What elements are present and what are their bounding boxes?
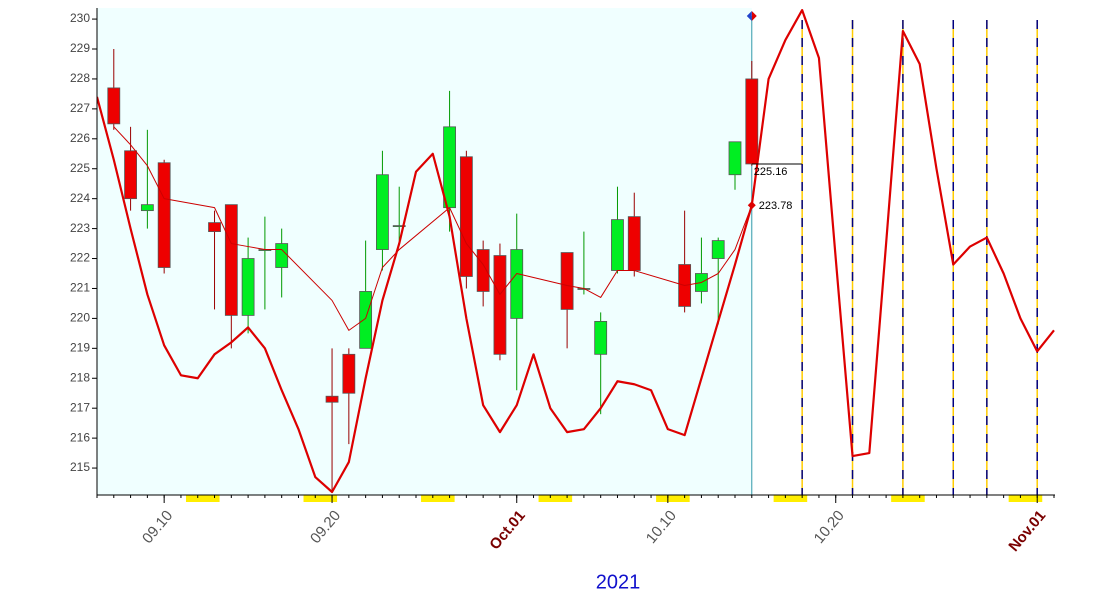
weekend-marker [538, 495, 573, 502]
y-tick-label: 226 [70, 131, 90, 145]
x-tick-label: Nov.01 [1005, 507, 1049, 555]
x-tick-label: 09.20 [307, 507, 344, 547]
y-tick-label: 220 [70, 311, 90, 325]
y-tick-label: 219 [70, 341, 90, 355]
weekend-marker [421, 495, 455, 502]
y-tick-label: 227 [70, 101, 90, 115]
candle-body [560, 252, 574, 310]
candle-body [728, 141, 742, 176]
candle-body [493, 255, 507, 355]
candle-body [325, 395, 339, 403]
weekend-marker [1008, 495, 1043, 502]
background [97, 8, 1043, 502]
y-tick-label: 223 [70, 221, 90, 235]
plot-area [97, 8, 1055, 495]
y-tick-label: 229 [70, 41, 90, 55]
candle-body [392, 225, 406, 228]
candle-body [208, 222, 221, 232]
y-tick-label: 222 [70, 251, 90, 265]
weekend-marker [773, 495, 808, 502]
candle-body [359, 291, 373, 349]
candle-body [224, 204, 238, 316]
candle-body [124, 150, 137, 200]
candle-body [376, 174, 389, 250]
candle-body [611, 219, 624, 271]
candle-body [594, 320, 608, 355]
weekend-marker [656, 495, 690, 502]
x-tick-label: 09.10 [139, 507, 176, 547]
y-tick-label: 217 [70, 400, 90, 414]
candle-body [157, 162, 171, 268]
candle-body [241, 258, 255, 316]
y-tick-label: 221 [70, 281, 90, 295]
y-tick-label: 215 [70, 460, 90, 474]
y-tick-label: 216 [70, 430, 90, 444]
candle-body [107, 87, 121, 125]
candle-body [459, 156, 473, 277]
candle-body [140, 204, 154, 212]
line-series [113, 126, 753, 331]
line-series [97, 8, 1055, 494]
x-tick-label: 10.10 [643, 507, 680, 547]
candle-body [443, 126, 456, 209]
history-area [97, 8, 752, 495]
y-tick-label: 225 [70, 161, 90, 175]
weekend-marker [891, 495, 925, 502]
weekend-marker [185, 495, 220, 502]
candle-body [711, 240, 725, 259]
candle-body [342, 353, 356, 394]
y-tick-label: 218 [70, 370, 90, 384]
candle-body [476, 249, 490, 292]
candle-body [510, 249, 524, 319]
candle-body [745, 78, 759, 165]
y-tick-label: 224 [70, 191, 90, 205]
x-tick-label: Oct.01 [486, 507, 529, 553]
annotation-point [747, 201, 756, 210]
annotation-label: 225.16 [754, 166, 788, 178]
y-tick-label: 230 [70, 11, 90, 25]
x-axis-label: 2021 [596, 571, 641, 593]
cursor-marker [751, 11, 757, 21]
annotation-label: 223.78 [759, 200, 793, 212]
cursor-marker [746, 11, 752, 21]
y-tick-label: 228 [70, 71, 90, 85]
candle-body [275, 243, 289, 268]
x-tick-label: 10.20 [811, 507, 848, 547]
weekend-marker [303, 495, 338, 502]
candle-body [627, 216, 641, 271]
